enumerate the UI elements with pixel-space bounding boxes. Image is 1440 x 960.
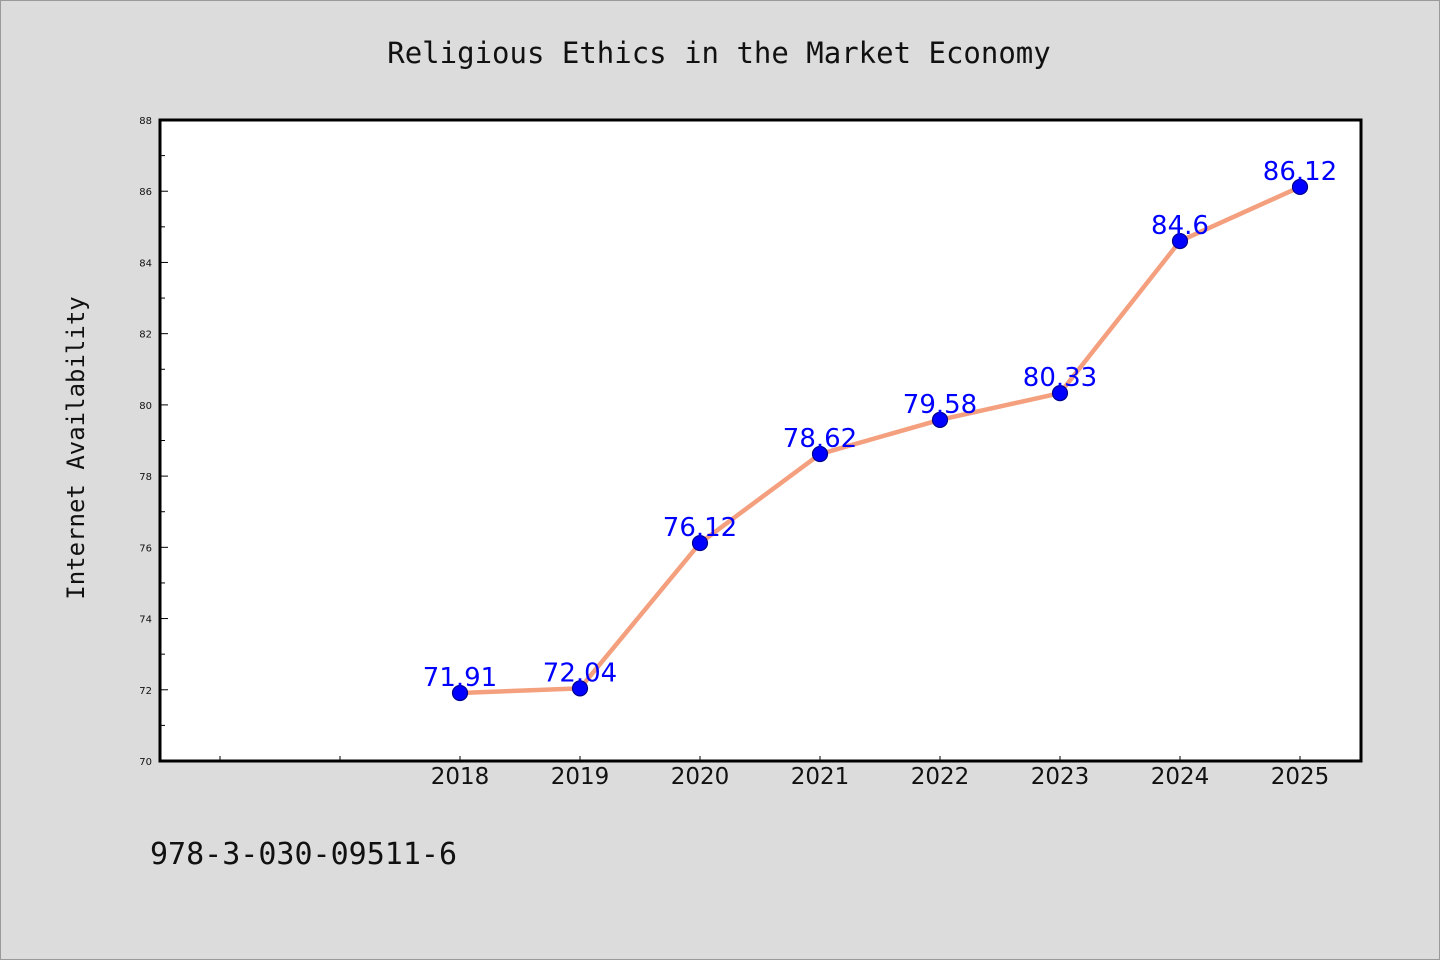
data-label-2024: 84.6 xyxy=(1151,211,1209,241)
data-point-2021 xyxy=(811,445,829,463)
series-line-group xyxy=(457,184,1303,696)
data-point-2023 xyxy=(1051,385,1069,402)
y-axis-label: Internet Availability xyxy=(62,296,90,599)
y-tick-label: 82 xyxy=(139,330,152,341)
data-point-2024 xyxy=(1171,232,1189,250)
data-label-2021: 78.62 xyxy=(783,424,857,454)
data-point-2018 xyxy=(451,684,469,702)
data-label-2023: 80.33 xyxy=(1023,363,1097,393)
plot-area xyxy=(158,118,1363,763)
data-label-2018: 71.91 xyxy=(423,663,497,693)
chart-title: Religious Ethics in the Market Economy xyxy=(387,36,1050,70)
data-point-2019 xyxy=(571,680,589,697)
y-tick-label: 78 xyxy=(139,472,152,483)
y-tick-label: 74 xyxy=(139,615,152,626)
y-tick-label: 86 xyxy=(139,187,152,198)
x-tick-label: 2023 xyxy=(1031,764,1090,790)
y-tick-label: 72 xyxy=(139,686,152,697)
data-label-2025: 86.12 xyxy=(1263,157,1337,187)
y-tick-label: 70 xyxy=(139,757,152,768)
footer-identifier: 978-3-030-09511-6 xyxy=(150,837,457,872)
data-points-group xyxy=(451,178,1309,702)
data-label-2020: 76.12 xyxy=(663,513,737,543)
y-tick-label: 76 xyxy=(139,543,152,554)
x-tick-label: 2025 xyxy=(1271,764,1330,790)
x-axis: 2018 2019 2020 2021 2022 2023 2024 2025 xyxy=(219,756,1330,790)
x-tick-label: 2021 xyxy=(791,764,850,790)
y-tick-label: 80 xyxy=(139,401,152,412)
data-point-2022 xyxy=(931,411,949,428)
x-tick-label: 2020 xyxy=(671,764,730,790)
x-tick-label: 2018 xyxy=(431,764,490,790)
y-tick-label: 84 xyxy=(139,258,152,269)
data-point-2020 xyxy=(691,534,709,552)
data-point-2025 xyxy=(1291,178,1309,196)
y-tick-label: 88 xyxy=(139,116,152,127)
y-axis: 70 72 74 76 78 80 82 84 86 88 xyxy=(139,116,168,768)
data-labels-group: 71.91 72.04 76.12 78.62 79.58 80.33 84.6 86.12 xyxy=(423,157,1337,693)
data-label-2019: 72.04 xyxy=(543,658,617,688)
data-label-2022: 79.58 xyxy=(903,390,977,420)
x-tick-label: 2022 xyxy=(911,764,970,790)
x-tick-label: 2019 xyxy=(551,764,610,790)
x-tick-label: 2024 xyxy=(1151,764,1210,790)
series-line xyxy=(457,184,1303,696)
